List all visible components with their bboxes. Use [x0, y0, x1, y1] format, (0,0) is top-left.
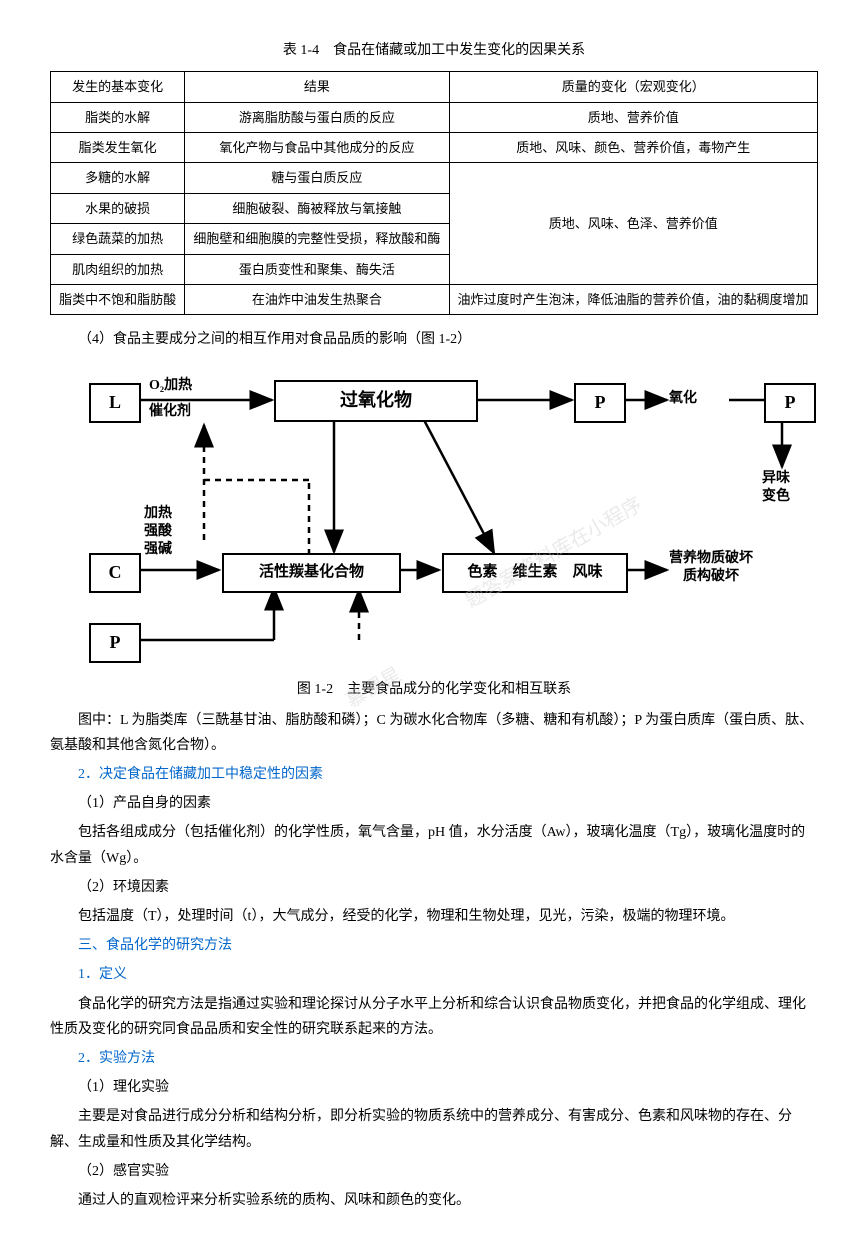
node-P3: P — [764, 383, 816, 423]
lbl-yiwei: 异味 变色 — [762, 470, 790, 506]
th-quality: 质量的变化（宏观变化） — [449, 72, 817, 102]
cell: 水果的破损 — [51, 193, 185, 223]
cell: 在油炸中油发生热聚合 — [185, 284, 449, 314]
lbl-jiare: 加热 强酸 强碱 — [144, 505, 172, 560]
cell: 多糖的水解 — [51, 163, 185, 193]
lbl-o2: O₂加热 — [149, 377, 192, 395]
cell: 肌肉组织的加热 — [51, 254, 185, 284]
node-yanghua: 氧化 — [669, 390, 697, 408]
node-C: C — [89, 553, 141, 593]
cell: 脂类发生氧化 — [51, 132, 185, 162]
cell: 氧化产物与食品中其他成分的反应 — [185, 132, 449, 162]
lbl-cuihua: 催化剂 — [149, 403, 191, 421]
node-P2: P — [574, 383, 626, 423]
cell: 蛋白质变性和聚集、酶失活 — [185, 254, 449, 284]
cause-effect-table: 发生的基本变化 结果 质量的变化（宏观变化） 脂类的水解游离脂肪酸与蛋白质的反应… — [50, 71, 818, 315]
node-P1: P — [89, 623, 141, 663]
th-result: 结果 — [185, 72, 449, 102]
lbl-yingyang: 营养物质破坏 质构破坏 — [669, 550, 753, 586]
node-huoxing: 活性羰基化合物 — [222, 553, 401, 593]
section2-item2-title: （2）环境因素 — [50, 875, 818, 900]
section2-title: 2．决定食品在储藏加工中稳定性的因素 — [50, 762, 818, 787]
section3-s2-1t: （1）理化实验 — [50, 1075, 818, 1100]
cell: 质地、风味、颜色、营养价值，毒物产生 — [449, 132, 817, 162]
subtitle-4: （4）食品主要成分之间的相互作用对食品品质的影响（图 1-2） — [50, 327, 818, 352]
section3-s1-title: 1．定义 — [50, 962, 818, 987]
node-L: L — [89, 383, 141, 423]
cell: 脂类中不饱和脂肪酸 — [51, 284, 185, 314]
node-guoyang: 过氧化物 — [274, 380, 478, 422]
cell: 脂类的水解 — [51, 102, 185, 132]
cell: 油炸过度时产生泡沫，降低油脂的营养价值，油的黏稠度增加 — [449, 284, 817, 314]
section3-s2-title: 2．实验方法 — [50, 1046, 818, 1071]
cell: 绿色蔬菜的加热 — [51, 224, 185, 254]
cell: 细胞壁和细胞膜的完整性受损，释放酸和酶 — [185, 224, 449, 254]
figure-caption: 图 1-2 主要食品成分的化学变化和相互联系 — [50, 677, 818, 702]
cell: 糖与蛋白质反应 — [185, 163, 449, 193]
cell: 细胞破裂、酶被释放与氧接触 — [185, 193, 449, 223]
table-title: 表 1-4 食品在储藏或加工中发生变化的因果关系 — [50, 38, 818, 63]
cell: 游离脂肪酸与蛋白质的反应 — [185, 102, 449, 132]
cell: 质地、营养价值 — [449, 102, 817, 132]
cell-merged: 质地、风味、色泽、营养价值 — [449, 163, 817, 285]
section3-s2-2t: （2）感官实验 — [50, 1159, 818, 1184]
section3-title: 三、食品化学的研究方法 — [50, 933, 818, 958]
node-sesu: 色素 维生素 风味 — [442, 553, 628, 593]
section3-s1-body: 食品化学的研究方法是指通过实验和理论探讨从分子水平上分析和综合认识食品物质变化，… — [50, 992, 818, 1042]
section3-s2-2b: 通过人的直观检评来分析实验系统的质构、风味和颜色的变化。 — [50, 1188, 818, 1213]
figure-note: 图中：L 为脂类库（三酰基甘油、脂肪酸和磷）；C 为碳水化合物库（多糖、糖和有机… — [50, 708, 818, 758]
section3-s2-1b: 主要是对食品进行成分分析和结构分析，即分析实验的物质系统中的营养成分、有害成分、… — [50, 1104, 818, 1154]
section2-item2-body: 包括温度（T），处理时间（t），大气成分，经受的化学，物理和生物处理，见光，污染… — [50, 904, 818, 929]
section2-item1-body: 包括各组成成分（包括催化剂）的化学性质，氧气含量，pH 值，水分活度（Aw），玻… — [50, 820, 818, 870]
section2-item1-title: （1）产品自身的因素 — [50, 791, 818, 816]
flowchart: L 过氧化物 P 氧化 P C 活性羰基化合物 色素 维生素 风味 P O₂加热… — [74, 365, 794, 665]
th-change: 发生的基本变化 — [51, 72, 185, 102]
